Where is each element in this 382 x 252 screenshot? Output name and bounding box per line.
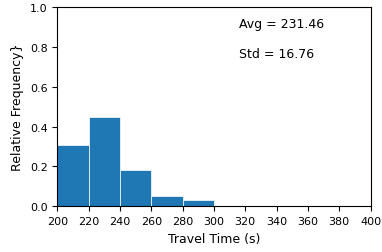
- Bar: [183, 201, 214, 207]
- Y-axis label: Relative Frequency}: Relative Frequency}: [11, 44, 24, 171]
- Bar: [57, 145, 89, 207]
- Bar: [151, 197, 183, 207]
- Bar: [89, 117, 120, 207]
- Text: Avg = 231.46

Std = 16.76: Avg = 231.46 Std = 16.76: [239, 17, 324, 60]
- X-axis label: Travel Time (s): Travel Time (s): [168, 232, 260, 245]
- Bar: [120, 171, 151, 207]
